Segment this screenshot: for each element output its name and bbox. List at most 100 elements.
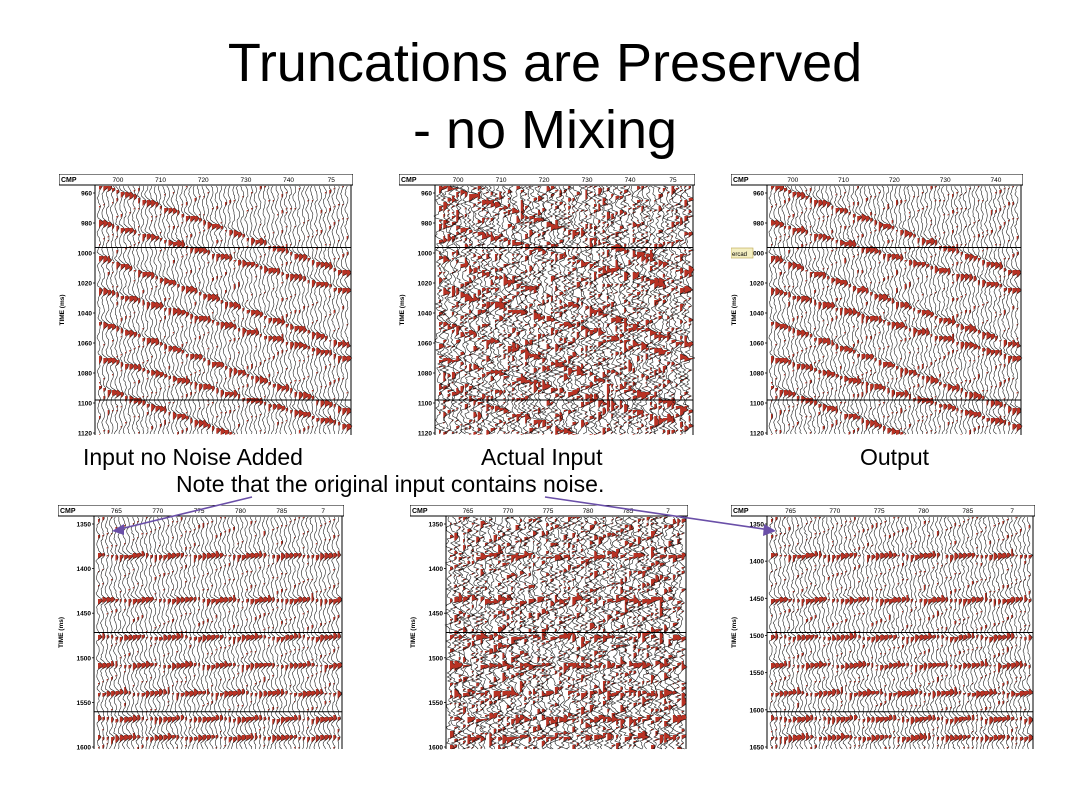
y-tick-label: 960 <box>81 191 92 198</box>
y-tick-label: 1400 <box>750 559 765 566</box>
x-tick-label: 780 <box>918 508 929 515</box>
cmp-header-label: CMP <box>401 177 417 184</box>
y-tick-label: 1450 <box>77 611 92 618</box>
x-tick-label: 7 <box>321 508 325 515</box>
y-tick-label: 1120 <box>78 431 92 437</box>
x-tick-label: 700 <box>787 177 798 184</box>
seismic-plot: CMP 765 770 775 780 785 7 1350 1400 1450 1500 1550 1… <box>410 505 688 750</box>
x-tick-label: 720 <box>889 177 900 184</box>
tooltip-tag: ercad <box>732 252 747 258</box>
y-tick-label: 980 <box>421 221 432 228</box>
y-tick-label: 1650 <box>750 745 765 751</box>
y-tick-label: 1020 <box>750 281 765 288</box>
y-axis-label: TIME (ms) <box>731 617 738 648</box>
seismic-panel-actual-input: CMP 700 710 720 730 740 75 960 980 1000 1020 1040 10… <box>399 174 695 436</box>
y-tick-label: 1080 <box>418 371 433 378</box>
y-tick-label: 1020 <box>418 281 433 288</box>
x-tick-label: 700 <box>113 177 124 184</box>
y-axis-label: TIME (ms) <box>399 294 406 325</box>
y-axis-label: TIME (ms) <box>58 617 65 648</box>
y-tick-label: 1000 <box>418 251 433 258</box>
x-tick-label: 710 <box>155 177 166 184</box>
y-axis-label: TIME (ms) <box>731 294 738 325</box>
y-tick-label: 1020 <box>78 281 93 288</box>
x-tick-label: 730 <box>582 177 593 184</box>
y-tick-label: 1350 <box>77 522 92 529</box>
cmp-header-label: CMP <box>412 508 428 515</box>
x-tick-label: 75 <box>669 177 677 184</box>
y-tick-label: 1600 <box>429 745 444 751</box>
x-tick-label: 740 <box>283 177 294 184</box>
y-tick-label: 1400 <box>429 566 444 573</box>
caption-input-no-noise: Input no Noise Added <box>83 444 303 470</box>
x-tick-label: 740 <box>991 177 1002 184</box>
y-tick-label: 1120 <box>750 431 764 437</box>
note-text: Note that the original input contains no… <box>176 471 605 497</box>
cmp-header-label: CMP <box>733 508 749 515</box>
x-tick-label: 775 <box>874 508 885 515</box>
seismic-plot: CMP 765 770 775 780 785 7 1350 1400 1450 1500 1550 1… <box>58 505 344 750</box>
y-tick-label: 1500 <box>750 633 765 640</box>
x-tick-label: 7 <box>1010 508 1014 515</box>
y-tick-label: 1040 <box>750 311 765 318</box>
y-tick-label: 1500 <box>77 655 92 662</box>
y-tick-label: 1040 <box>418 311 433 318</box>
x-tick-label: 770 <box>829 508 840 515</box>
seismic-panel-output-zoom: CMP 765 770 775 780 785 7 1350 1400 1450 1500 1550 1… <box>731 505 1035 750</box>
seismic-panel-output: CMP 700 710 720 730 740 960 980 1000 1020 1040 1060… <box>731 174 1023 436</box>
y-tick-label: 1550 <box>77 700 92 707</box>
y-tick-label: 1350 <box>429 522 444 529</box>
y-tick-label: 1450 <box>429 611 444 618</box>
y-tick-label: 1060 <box>750 341 765 348</box>
x-tick-label: 785 <box>962 508 973 515</box>
y-tick-label: 960 <box>421 191 432 198</box>
x-tick-label: 730 <box>940 177 951 184</box>
y-tick-label: 1500 <box>429 655 444 662</box>
cmp-header-label: CMP <box>60 508 76 515</box>
y-tick-label: 1350 <box>750 522 765 529</box>
y-tick-label: 1600 <box>77 745 92 751</box>
seismic-panel-input-no-noise-zoom: CMP 765 770 775 780 785 7 1350 1400 1450 1500 1550 1… <box>58 505 344 750</box>
y-tick-label: 1080 <box>750 371 765 378</box>
x-tick-label: 765 <box>111 508 122 515</box>
y-tick-label: 1040 <box>78 311 93 318</box>
caption-output: Output <box>860 444 930 470</box>
seismic-panel-input-no-noise: CMP 700 710 720 730 740 75 960 980 1000 1020 1040 10… <box>59 174 353 436</box>
x-tick-label: 710 <box>496 177 507 184</box>
x-tick-label: 780 <box>583 508 594 515</box>
caption-actual-input: Actual Input <box>481 444 603 470</box>
slide-title-line1: Truncations are Preserved <box>227 33 863 93</box>
seismic-plot: CMP 765 770 775 780 785 7 1350 1400 1450 1500 1550 1… <box>731 505 1035 750</box>
y-tick-label: 1100 <box>78 401 92 408</box>
y-tick-label: 1550 <box>429 700 444 707</box>
x-tick-label: 740 <box>625 177 636 184</box>
y-axis-label: TIME (ms) <box>410 617 417 648</box>
cmp-header-label: CMP <box>61 177 77 184</box>
cmp-header-label: CMP <box>733 177 749 184</box>
x-tick-label: 765 <box>785 508 796 515</box>
x-tick-label: 770 <box>503 508 514 515</box>
x-tick-label: 785 <box>276 508 287 515</box>
x-tick-label: 7 <box>666 508 670 515</box>
y-axis-label: TIME (ms) <box>59 294 66 325</box>
y-tick-label: 1080 <box>78 371 93 378</box>
x-tick-label: 75 <box>328 177 336 184</box>
y-tick-label: 1000 <box>78 251 93 258</box>
seismic-plot: CMP 700 710 720 730 740 75 960 980 1000 1020 1040 10… <box>59 174 353 436</box>
x-tick-label: 775 <box>543 508 554 515</box>
y-tick-label: 1000 <box>750 251 765 258</box>
x-tick-label: 710 <box>838 177 849 184</box>
y-tick-label: 1100 <box>750 401 764 408</box>
y-tick-label: 1060 <box>78 341 93 348</box>
seismic-plot: CMP 700 710 720 730 740 960 980 1000 1020 1040 1060… <box>731 174 1023 436</box>
x-tick-label: 765 <box>463 508 474 515</box>
x-tick-label: 770 <box>152 508 163 515</box>
x-tick-label: 785 <box>623 508 634 515</box>
y-tick-label: 1450 <box>750 596 765 603</box>
seismic-panel-actual-input-zoom: CMP 765 770 775 780 785 7 1350 1400 1450 1500 1550 1… <box>410 505 688 750</box>
y-tick-label: 1120 <box>418 431 432 437</box>
x-tick-label: 775 <box>194 508 205 515</box>
y-tick-label: 980 <box>81 221 92 228</box>
y-tick-label: 960 <box>753 191 764 198</box>
x-tick-label: 780 <box>235 508 246 515</box>
